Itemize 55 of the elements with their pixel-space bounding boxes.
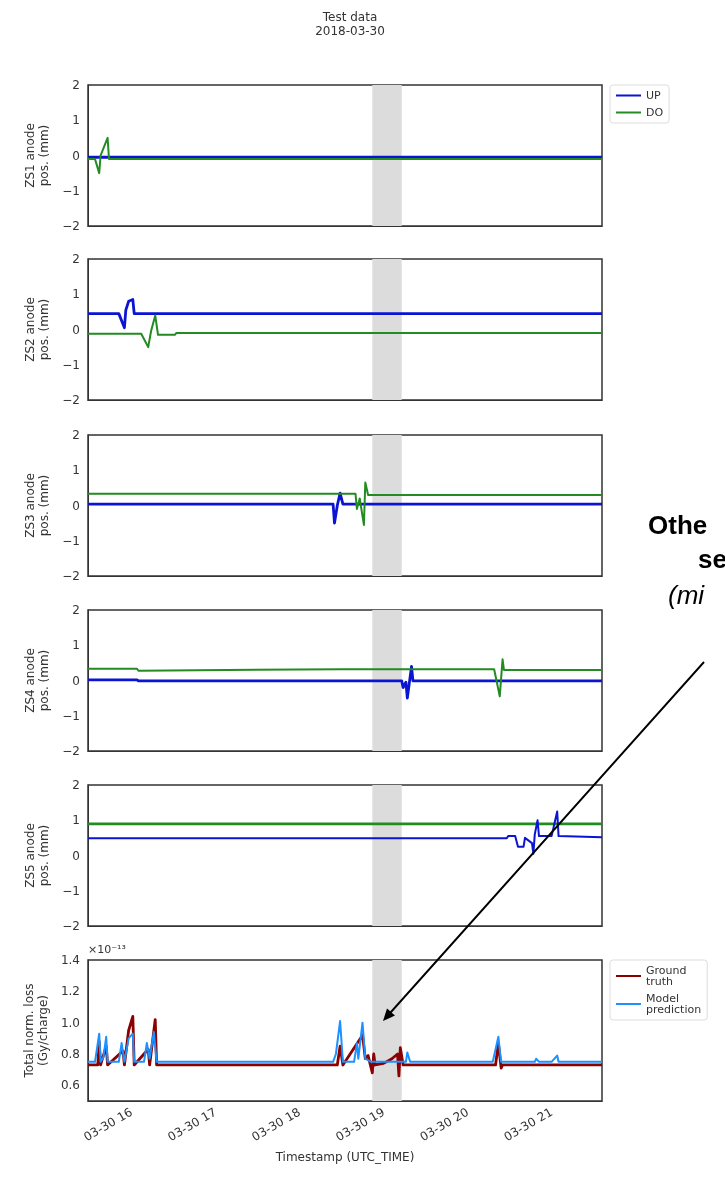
y-tick-label: 1 <box>72 463 80 478</box>
chart-subtitle: 2018-03-30 <box>315 24 385 38</box>
chart-title: Test data <box>321 10 378 24</box>
y-tick-label: −1 <box>62 533 80 548</box>
text: ×10⁻¹³ <box>88 943 126 956</box>
text: (mi <box>668 580 706 610</box>
y-tick-label: −2 <box>62 744 80 758</box>
line-series <box>86 491 604 525</box>
y-tick-label: −2 <box>62 919 80 933</box>
y-axis-title: ZS2 anode pos. (mm) <box>23 297 52 362</box>
y-tick-label: −1 <box>62 708 80 723</box>
y-axis-title: ZS3 anode pos. (mm) <box>23 473 52 538</box>
y-tick-label: −1 <box>62 183 80 198</box>
y-tick-label: 1.4 <box>60 953 80 967</box>
y-tick-label: 1.0 <box>60 1015 80 1030</box>
y-axis-title: ZS5 anode pos. (mm) <box>23 823 52 888</box>
line-series <box>87 136 603 175</box>
y-axis-title: ZS1 anode pos. (mm) <box>23 123 52 188</box>
line-series <box>87 481 603 526</box>
y-tick-label: 0 <box>72 322 80 337</box>
y-tick-label: 0.6 <box>60 1078 80 1093</box>
y-tick-label: 2 <box>72 603 80 617</box>
y-tick-label: −2 <box>62 219 80 233</box>
y-tick-label: −1 <box>62 357 80 372</box>
line-series <box>87 810 603 855</box>
y-tick-label: 2 <box>72 252 80 266</box>
legend-label: UP <box>646 89 662 102</box>
line-series <box>86 298 604 330</box>
y-tick-label: 1 <box>72 813 80 828</box>
y-tick-label: −1 <box>62 883 80 898</box>
legend-label: DO <box>646 106 664 119</box>
y-tick-label: −2 <box>62 393 80 407</box>
legend-label: Ground truth <box>646 964 687 988</box>
y-tick-label: −2 <box>62 569 80 583</box>
y-tick-label: 0 <box>72 848 80 863</box>
y-axis-title: ZS4 anode pos. (mm) <box>23 648 52 713</box>
line-series <box>87 314 603 349</box>
y-tick-label: 0 <box>72 148 80 163</box>
y-tick-label: 2 <box>72 778 80 792</box>
line-series <box>87 1020 603 1063</box>
y-tick-label: 0 <box>72 673 80 688</box>
y-tick-label: 2 <box>72 78 80 92</box>
y-tick-label: 2 <box>72 428 80 442</box>
y-tick-label: 1 <box>72 287 80 302</box>
y-tick-label: 1.2 <box>60 984 80 999</box>
y-axis-title: Total norm. loss (Gy/charge) <box>22 983 51 1079</box>
text: Othe <box>648 510 708 540</box>
y-tick-label: 0 <box>72 498 80 513</box>
line-series <box>87 658 603 698</box>
y-tick-label: 1 <box>72 638 80 653</box>
legend-label: Model prediction <box>646 992 702 1016</box>
x-axis-title: Timestamp (UTC_TIME) <box>274 1150 415 1164</box>
y-tick-label: 1 <box>72 113 80 128</box>
y-tick-label: 0.8 <box>60 1047 80 1061</box>
line-series <box>86 665 604 700</box>
